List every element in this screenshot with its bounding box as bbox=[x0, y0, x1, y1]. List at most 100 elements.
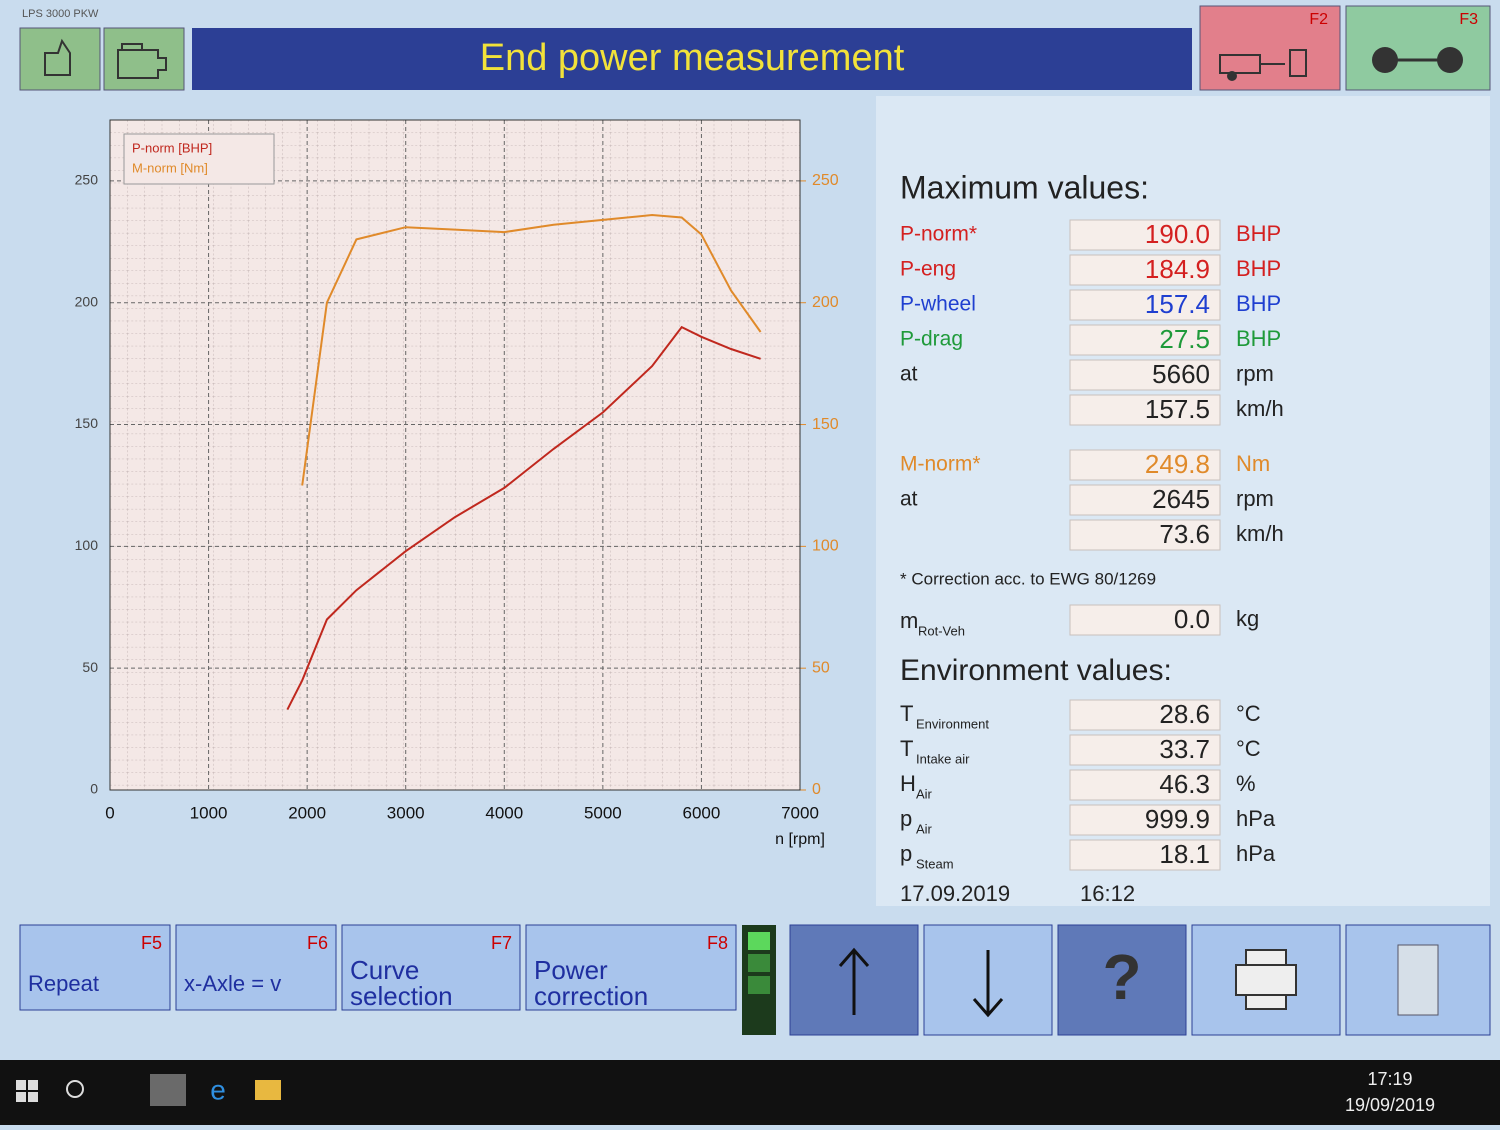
value: 28.6 bbox=[1159, 699, 1210, 729]
row-symbol: m bbox=[900, 608, 918, 633]
value: 190.0 bbox=[1145, 219, 1210, 249]
section-heading: Maximum values: bbox=[900, 169, 1149, 205]
data-line bbox=[301, 213, 762, 486]
taskbar-time: 17:19 bbox=[1367, 1069, 1412, 1089]
value-box bbox=[1069, 484, 1221, 516]
row-subscript: Air bbox=[916, 786, 933, 801]
row-unit: kg bbox=[1236, 606, 1259, 631]
title-banner bbox=[192, 28, 1192, 90]
taskbar bbox=[0, 1060, 1500, 1125]
row-symbol: T bbox=[900, 701, 913, 726]
value: 184.9 bbox=[1145, 254, 1210, 284]
value-box bbox=[1069, 324, 1221, 356]
value: 0.0 bbox=[1174, 604, 1210, 634]
row-unit: km/h bbox=[1236, 521, 1284, 546]
value-box bbox=[1069, 394, 1221, 426]
button-label: Repeat bbox=[28, 971, 99, 996]
plot-frame bbox=[109, 119, 801, 791]
x-tick-label: 0 bbox=[105, 803, 114, 822]
row-unit: km/h bbox=[1236, 396, 1284, 421]
x-axis-label: n [rpm] bbox=[775, 831, 825, 848]
value: 999.9 bbox=[1145, 804, 1210, 834]
search-icon[interactable] bbox=[66, 1080, 84, 1098]
y2-tick-label: 100 bbox=[812, 538, 839, 555]
row-symbol: p bbox=[900, 841, 912, 866]
value-box bbox=[1069, 839, 1221, 871]
f3-button[interactable] bbox=[1345, 5, 1491, 91]
row-subscript: Air bbox=[916, 821, 933, 836]
x-tick-label: 4000 bbox=[485, 803, 523, 822]
legend-box bbox=[123, 133, 275, 185]
y2-tick-label: 200 bbox=[812, 294, 839, 311]
window-title: End power measurement bbox=[480, 37, 905, 79]
row-unit: BHP bbox=[1236, 291, 1281, 316]
f2-wheel bbox=[1227, 71, 1237, 81]
printer-glyph bbox=[1235, 949, 1297, 1010]
value: 5660 bbox=[1152, 359, 1210, 389]
function-key: F6 bbox=[307, 933, 328, 953]
value: 73.6 bbox=[1159, 519, 1210, 549]
f2-key: F2 bbox=[1309, 11, 1328, 28]
row-subscript: Intake air bbox=[916, 751, 970, 766]
engine-icon[interactable] bbox=[103, 27, 185, 91]
button-label: Power bbox=[534, 955, 608, 985]
app-name: LPS 3000 PKW bbox=[22, 8, 99, 20]
value: 46.3 bbox=[1159, 769, 1210, 799]
value-box bbox=[1069, 254, 1221, 286]
function-button[interactable] bbox=[341, 924, 521, 1011]
start-glyph bbox=[28, 1080, 38, 1090]
function-button[interactable] bbox=[19, 924, 171, 1011]
y-tick-label: 100 bbox=[75, 537, 99, 553]
data-line bbox=[286, 325, 761, 711]
row-symbol: H bbox=[900, 771, 916, 796]
value-box bbox=[1069, 219, 1221, 251]
f2-button[interactable] bbox=[1199, 5, 1341, 91]
measurement-date: 17.09.2019 bbox=[900, 881, 1010, 906]
row-unit: BHP bbox=[1236, 326, 1281, 351]
status-led-segment bbox=[748, 954, 770, 972]
row-subscript: Rot-Veh bbox=[918, 623, 965, 638]
y-tick-label: 0 bbox=[90, 781, 98, 797]
row-unit: BHP bbox=[1236, 256, 1281, 281]
y-tick-label: 150 bbox=[75, 415, 99, 431]
section-heading: Environment values: bbox=[900, 654, 1172, 687]
up-arrow bbox=[838, 947, 870, 1015]
row-subscript: Environment bbox=[916, 716, 989, 731]
row-label: at bbox=[900, 488, 918, 511]
row-unit: Nm bbox=[1236, 451, 1270, 476]
value-box bbox=[1069, 289, 1221, 321]
row-unit: °C bbox=[1236, 736, 1261, 761]
start-glyph[interactable] bbox=[16, 1080, 26, 1090]
correction-note: * Correction acc. to EWG 80/1269 bbox=[900, 569, 1156, 588]
start-glyph bbox=[28, 1092, 38, 1102]
row-unit: °C bbox=[1236, 701, 1261, 726]
row-symbol: p bbox=[900, 806, 912, 831]
x-tick-label: 7000 bbox=[781, 803, 819, 822]
status-led-segment bbox=[748, 932, 770, 950]
function-key: F8 bbox=[707, 933, 728, 953]
y2-tick-label: 50 bbox=[812, 659, 830, 676]
minor-grid bbox=[110, 120, 800, 790]
chart: 0 1000 2000 3000 4000 5000 6000 700005010015020… bbox=[75, 119, 839, 848]
app-icon[interactable] bbox=[150, 1074, 186, 1106]
thumb-icon[interactable] bbox=[19, 27, 101, 91]
help-glyph: ? bbox=[1102, 941, 1141, 1013]
function-button[interactable] bbox=[175, 924, 337, 1011]
row-label: P-norm* bbox=[900, 223, 977, 246]
y-tick-label: 250 bbox=[75, 172, 99, 188]
value-box bbox=[1069, 769, 1221, 801]
value-box bbox=[1069, 734, 1221, 766]
row-label: P-drag bbox=[900, 328, 963, 351]
help-button[interactable] bbox=[1057, 924, 1187, 1036]
value-box bbox=[1069, 604, 1221, 636]
function-button[interactable] bbox=[525, 924, 737, 1011]
edge-icon[interactable]: e bbox=[210, 1074, 226, 1105]
row-unit: rpm bbox=[1236, 486, 1274, 511]
engine-glyph bbox=[117, 43, 167, 79]
row-unit: hPa bbox=[1236, 841, 1276, 866]
explorer-icon[interactable] bbox=[255, 1080, 281, 1100]
row-unit: % bbox=[1236, 771, 1256, 796]
